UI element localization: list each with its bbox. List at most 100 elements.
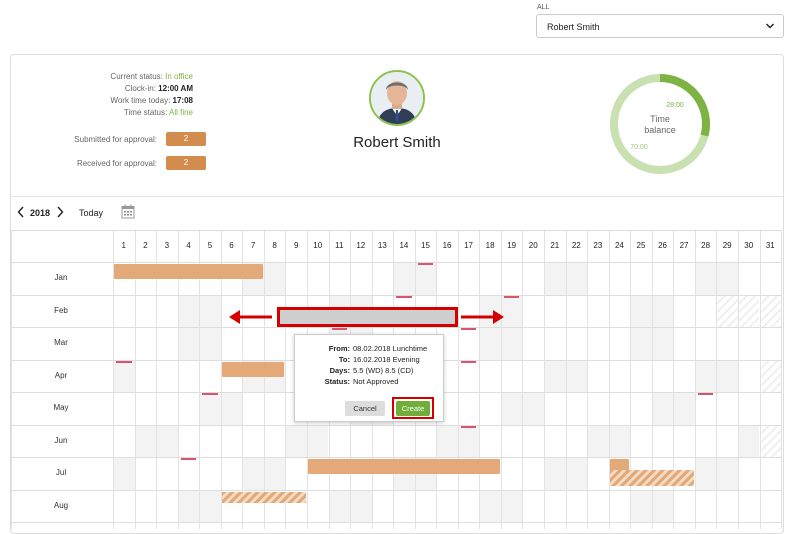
day-header: 9 bbox=[293, 241, 299, 250]
day-header: 10 bbox=[313, 241, 323, 250]
cancel-button[interactable]: Cancel bbox=[345, 401, 385, 416]
chevron-right-icon[interactable] bbox=[56, 206, 64, 218]
grid-col-line bbox=[781, 230, 783, 529]
invalid-day-cell bbox=[737, 294, 760, 327]
invalid-day-cell bbox=[759, 424, 782, 457]
date-range-selection[interactable] bbox=[277, 307, 458, 327]
work-time-value: 17:08 bbox=[172, 96, 193, 105]
weekend-cell bbox=[414, 262, 437, 295]
day-header: 11 bbox=[335, 241, 344, 250]
day-header: 5 bbox=[207, 241, 213, 250]
weekend-cell bbox=[199, 294, 221, 327]
weekend-cell bbox=[565, 262, 588, 295]
grid-col-line bbox=[113, 230, 114, 529]
weekend-cell bbox=[651, 392, 674, 425]
weekend-cell bbox=[565, 457, 588, 490]
day-header: 21 bbox=[550, 241, 560, 250]
grid-row-line bbox=[11, 294, 782, 296]
day-header: 6 bbox=[229, 241, 234, 250]
time-status-value: All fine bbox=[168, 108, 193, 117]
weekend-cell bbox=[522, 392, 544, 425]
day-header: 17 bbox=[464, 241, 474, 250]
day-header: 28 bbox=[701, 241, 711, 250]
month-label: Mar bbox=[54, 338, 68, 348]
weekend-cell bbox=[199, 489, 221, 522]
user-name: Robert Smith bbox=[353, 134, 441, 151]
month-label: Aug bbox=[53, 500, 69, 510]
day-header: 19 bbox=[507, 241, 517, 250]
holiday-marker bbox=[460, 425, 477, 428]
absence-bar bbox=[307, 459, 500, 474]
days-value: 5.5 (WD) 8.5 (CD) bbox=[353, 366, 414, 375]
grid-col-line bbox=[11, 230, 12, 529]
time-balance-total: 70:00 bbox=[630, 144, 648, 151]
day-header: 30 bbox=[744, 241, 754, 250]
time-status-row: Time status: All fine bbox=[123, 108, 193, 117]
grid-col-line bbox=[457, 230, 459, 529]
weekend-cell bbox=[479, 489, 501, 522]
holiday-marker bbox=[116, 360, 132, 363]
day-header: 22 bbox=[571, 241, 581, 250]
weekend-cell bbox=[242, 457, 264, 490]
weekend-cell bbox=[457, 424, 480, 457]
today-button[interactable]: Today bbox=[79, 208, 104, 218]
weekend-cell bbox=[199, 392, 221, 425]
grid-row-line bbox=[11, 327, 782, 328]
current-status-value: In office bbox=[165, 72, 193, 81]
user-photo bbox=[371, 72, 423, 124]
invalid-day-cell bbox=[716, 294, 738, 327]
weekend-cell bbox=[694, 359, 717, 392]
time-balance-used-arc bbox=[610, 74, 710, 174]
days-label: Days: bbox=[329, 366, 350, 375]
grid-col-line bbox=[500, 230, 502, 529]
grid-col-line bbox=[220, 230, 222, 529]
grid-row-line bbox=[11, 230, 782, 231]
weekend-cell bbox=[436, 424, 458, 457]
weekend-cell bbox=[328, 489, 351, 522]
weekend-cell bbox=[694, 457, 717, 490]
weekend-cell bbox=[500, 327, 523, 360]
day-header: 14 bbox=[399, 241, 409, 250]
submitted-count-badge[interactable]: 2 bbox=[166, 132, 206, 146]
weekend-cell bbox=[608, 424, 631, 457]
day-header: 31 bbox=[765, 241, 775, 250]
status-value: Not Approved bbox=[353, 377, 399, 386]
weekend-cell bbox=[263, 457, 286, 490]
holiday-marker bbox=[460, 328, 477, 330]
calendar-icon[interactable] bbox=[121, 204, 135, 219]
holiday-marker bbox=[331, 328, 348, 330]
grid-col-line bbox=[263, 230, 265, 529]
weekend-cell bbox=[716, 262, 738, 295]
weekend-cell bbox=[500, 294, 523, 327]
absence-bar bbox=[221, 491, 306, 503]
weekend-cell bbox=[350, 489, 372, 522]
weekend-cell bbox=[500, 392, 523, 425]
create-button[interactable]: Create bbox=[396, 401, 430, 416]
weekend-cell bbox=[630, 294, 652, 327]
time-balance-gauge: 28:00 Time balance 70:00 bbox=[608, 72, 712, 176]
weekend-cell bbox=[651, 489, 674, 522]
weekend-cell bbox=[651, 327, 674, 360]
time-balance-label-2: balance bbox=[644, 125, 676, 135]
grid-col-line bbox=[565, 230, 567, 529]
grid-col-line bbox=[587, 230, 589, 529]
chevron-left-icon[interactable] bbox=[17, 206, 25, 218]
received-count-badge[interactable]: 2 bbox=[166, 156, 206, 170]
grid-col-line bbox=[177, 230, 179, 529]
day-header: 2 bbox=[143, 241, 148, 250]
invalid-day-cell bbox=[759, 294, 782, 327]
grid-col-line bbox=[651, 230, 653, 529]
weekend-cell bbox=[737, 424, 760, 457]
clock-in-value: 12:00 AM bbox=[158, 84, 193, 93]
grid-col-line bbox=[522, 230, 524, 529]
grid-row-line bbox=[11, 457, 782, 458]
weekend-cell bbox=[651, 294, 674, 327]
employee-select[interactable]: Robert Smith bbox=[536, 14, 784, 38]
year-label: 2018 bbox=[30, 208, 51, 218]
chevron-down-icon bbox=[766, 23, 774, 29]
day-header: 26 bbox=[658, 241, 667, 250]
from-value: 08.02.2018 Lunchtime bbox=[353, 344, 428, 353]
calendar-toolbar: 2018 Today bbox=[10, 196, 784, 228]
weekend-cell bbox=[285, 424, 307, 457]
weekend-cell bbox=[544, 457, 566, 490]
